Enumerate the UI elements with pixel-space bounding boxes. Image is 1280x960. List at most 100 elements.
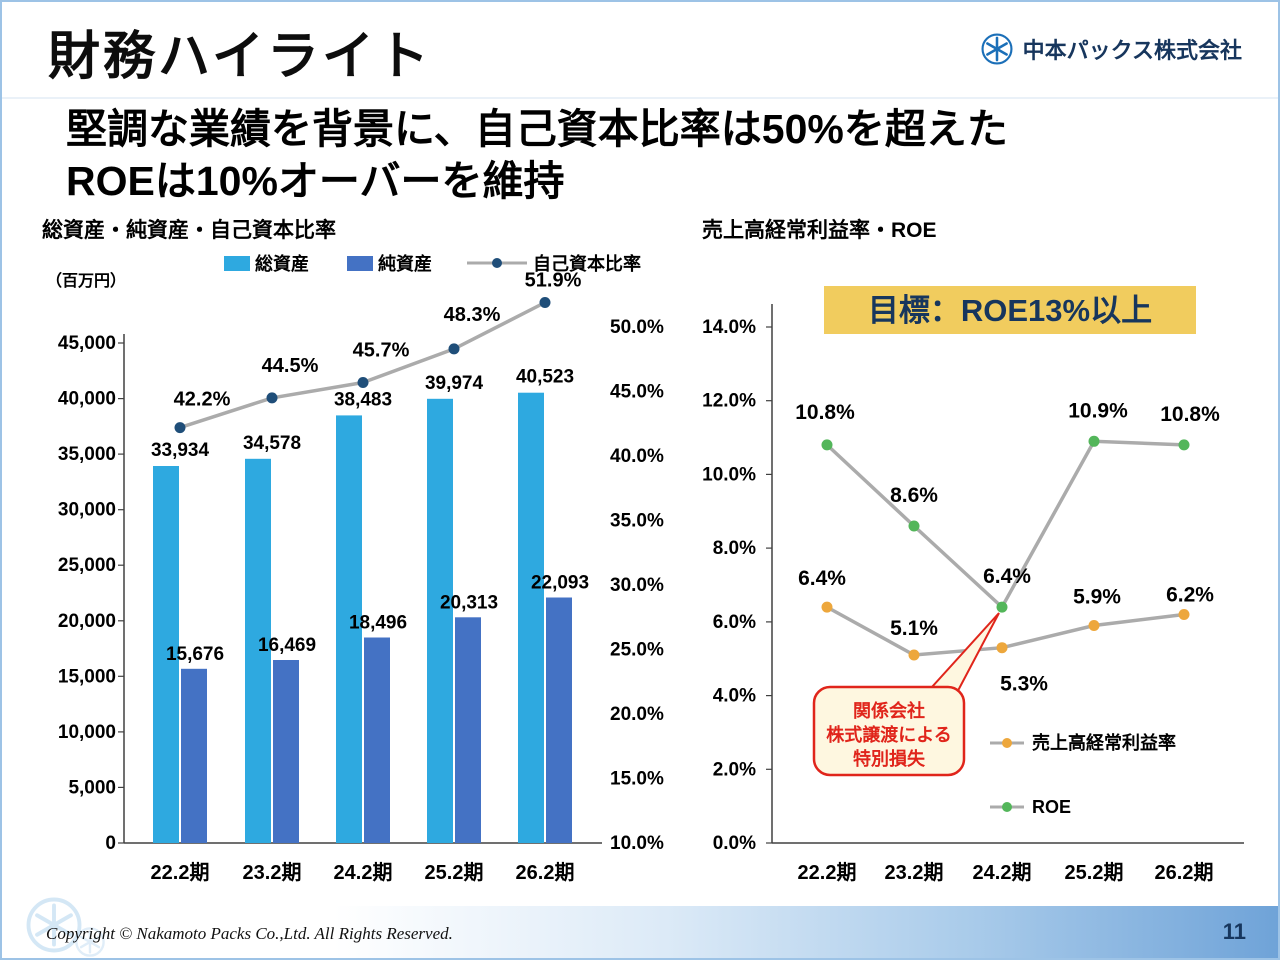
legend-marker-equity-ratio [492, 258, 502, 268]
equity-ratio-value-label: 45.7% [353, 340, 410, 362]
legend-label: 売上高経常利益率 [1032, 732, 1176, 753]
right-axis-tick: 40.0% [610, 446, 664, 467]
footer-watermark-icon [24, 895, 84, 958]
y-axis-tick: 10.0% [702, 464, 756, 485]
y-axis-tick: 4.0% [713, 686, 756, 707]
legend-swatch-net-assets [347, 256, 373, 271]
ordinary-profit-margin-marker [1088, 620, 1100, 631]
roe-marker [1088, 435, 1100, 447]
category-label: 26.2期 [1155, 861, 1214, 884]
copyright-text: Copyright © Nakamoto Packs Co.,Ltd. All … [46, 924, 453, 943]
ordinary-profit-margin-marker [908, 649, 920, 661]
category-label: 25.2期 [425, 861, 484, 884]
roe-marker [821, 439, 833, 451]
profit-roe-chart: 目標：ROE13%以上 0.0% 2.0% 4.0% 6.0% 8.0% 10.0% 12.0… [702, 286, 1244, 884]
legend-label: ROE [1032, 797, 1071, 817]
net-assets-bar [273, 660, 299, 843]
callout-bubble [812, 685, 966, 777]
category-label: 23.2期 [885, 861, 944, 884]
left-chart-title: 総資産・純資産・自己資本比率 [42, 219, 336, 242]
net-assets-bar [364, 637, 390, 843]
right-axis-tick: 15.0% [610, 769, 664, 790]
ordinary-profit-margin-marker [821, 601, 833, 613]
right-axis-tick: 45.0% [610, 382, 664, 403]
right-axis-tick: 10.0% [610, 833, 664, 854]
net-assets-bar [455, 617, 481, 843]
page-title: 財務ハイライト [48, 28, 432, 86]
roe-value-label: 8.6% [890, 484, 938, 507]
equity-ratio-marker [266, 392, 278, 404]
legend-marker-opm [1002, 738, 1012, 748]
left-axis-tick: 10,000 [58, 722, 116, 743]
callout-text: 関係会社 [853, 700, 925, 721]
total-assets-value-label: 38,483 [334, 389, 392, 410]
footer-watermark-small-icon [74, 926, 106, 958]
left-axis-tick: 5,000 [68, 777, 116, 798]
total-assets-bar [245, 458, 271, 843]
category-label: 22.2期 [151, 861, 210, 884]
equity-ratio-value-label: 48.3% [444, 304, 501, 326]
legend-label: 自己資本比率 [533, 253, 641, 274]
unit-label: （百万円） [46, 272, 126, 290]
total-assets-value-label: 33,934 [151, 440, 210, 461]
net-assets-value-label: 16,469 [258, 635, 316, 656]
equity-ratio-marker [357, 377, 369, 388]
y-axis-tick: 14.0% [702, 317, 756, 338]
left-axis-tick: 30,000 [58, 500, 116, 521]
category-label: 24.2期 [334, 861, 393, 884]
total-assets-bar [427, 398, 453, 843]
y-axis-tick: 2.0% [713, 759, 756, 780]
goal-box [824, 286, 1196, 334]
y-axis-tick: 6.0% [713, 612, 756, 633]
category-label: 25.2期 [1065, 861, 1124, 884]
left-axis-tick: 25,000 [58, 555, 116, 576]
roe-marker [1178, 439, 1190, 451]
net-assets-value-label: 20,313 [440, 592, 498, 613]
company-name: 中本パックス株式会社 [1022, 38, 1242, 63]
y-axis-tick: 8.0% [713, 538, 756, 559]
key-message: 堅調な業績を背景に、自己資本比率は50%を超えた ROEは10%オーバーを維持 [66, 104, 1008, 207]
footer-band [2, 906, 1278, 958]
ordinary-profit-margin-value-label: 6.2% [1166, 584, 1214, 607]
y-axis-tick: 0.0% [713, 833, 756, 854]
goal-label: 目標：ROE13%以上 [868, 293, 1152, 328]
roe-value-label: 10.9% [1068, 399, 1128, 422]
roe-value-label: 10.8% [1160, 403, 1220, 426]
total-assets-bar [518, 392, 544, 843]
key-message-line1: 堅調な業績を背景に、自己資本比率は50%を超えた [66, 106, 1008, 152]
equity-ratio-marker [539, 297, 551, 308]
right-axis-tick: 35.0% [610, 511, 664, 532]
total-assets-bar [336, 415, 362, 843]
company-logo: 中本パックス株式会社 [980, 32, 1242, 66]
equity-ratio-marker [174, 422, 186, 434]
roe-value-label: 10.8% [795, 401, 855, 424]
category-label: 24.2期 [973, 861, 1032, 884]
net-assets-bar [546, 597, 572, 843]
equity-ratio-value-label: 44.5% [262, 355, 319, 377]
ordinary-profit-margin-marker [996, 642, 1008, 654]
ordinary-profit-margin-value-label: 5.3% [1000, 673, 1048, 696]
page-number: 11 [1222, 919, 1246, 944]
ordinary-profit-margin-marker [1178, 609, 1190, 620]
left-axis-tick: 45,000 [58, 333, 116, 354]
total-assets-value-label: 39,974 [425, 373, 484, 394]
net-assets-bar [181, 668, 207, 843]
net-assets-value-label: 15,676 [166, 644, 224, 665]
legend-label: 総資産 [255, 253, 309, 274]
key-message-line2: ROEは10%オーバーを維持 [66, 157, 565, 204]
roe-marker [996, 601, 1008, 613]
callout-text: 株式譲渡による [826, 724, 951, 745]
category-label: 22.2期 [798, 861, 857, 884]
category-label: 26.2期 [516, 861, 575, 884]
net-assets-value-label: 18,496 [349, 613, 407, 634]
left-axis-tick: 40,000 [58, 389, 116, 410]
right-axis-tick: 50.0% [610, 317, 664, 338]
right-axis-tick: 25.0% [610, 640, 664, 661]
category-label: 23.2期 [243, 861, 302, 884]
left-axis-tick: 15,000 [58, 666, 116, 687]
left-axis-tick: 0 [105, 833, 116, 854]
ordinary-profit-margin-value-label: 6.4% [798, 567, 846, 590]
callout-text: 特別損失 [853, 748, 926, 769]
legend-marker-roe [1002, 802, 1012, 812]
total-assets-bar [153, 466, 179, 843]
